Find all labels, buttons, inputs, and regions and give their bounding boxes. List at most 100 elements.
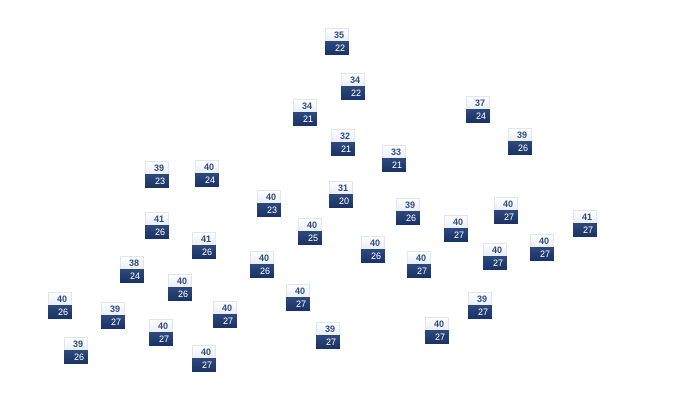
station-marker[interactable]: 34 21 — [293, 99, 317, 126]
station-marker[interactable]: 39 27 — [468, 292, 492, 319]
station-marker[interactable]: 40 25 — [298, 218, 322, 245]
station-marker[interactable]: 40 27 — [530, 234, 554, 261]
low-temperature: 21 — [293, 112, 317, 126]
high-temperature: 40 — [298, 218, 322, 231]
low-temperature: 27 — [149, 332, 173, 346]
high-temperature: 40 — [361, 236, 385, 249]
high-temperature: 31 — [329, 181, 353, 194]
station-marker[interactable]: 40 27 — [494, 197, 518, 224]
station-marker[interactable]: 40 26 — [168, 274, 192, 301]
high-temperature: 41 — [573, 210, 597, 223]
station-marker[interactable]: 40 27 — [425, 317, 449, 344]
low-temperature: 27 — [316, 335, 340, 349]
high-temperature: 34 — [293, 99, 317, 112]
high-temperature: 40 — [483, 243, 507, 256]
low-temperature: 26 — [64, 350, 88, 364]
low-temperature: 26 — [48, 305, 72, 319]
low-temperature: 27 — [444, 228, 468, 242]
low-temperature: 27 — [468, 305, 492, 319]
station-marker[interactable]: 39 27 — [316, 322, 340, 349]
low-temperature: 27 — [573, 223, 597, 237]
station-marker[interactable]: 31 20 — [329, 181, 353, 208]
low-temperature: 26 — [361, 249, 385, 263]
station-marker[interactable]: 32 21 — [331, 129, 355, 156]
station-marker[interactable]: 41 27 — [573, 210, 597, 237]
high-temperature: 39 — [396, 198, 420, 211]
high-temperature: 39 — [468, 292, 492, 305]
high-temperature: 38 — [120, 256, 144, 269]
high-temperature: 40 — [425, 317, 449, 330]
station-marker[interactable]: 40 27 — [213, 301, 237, 328]
high-temperature: 40 — [48, 292, 72, 305]
station-marker[interactable]: 40 24 — [195, 160, 219, 187]
low-temperature: 23 — [145, 174, 169, 188]
station-marker[interactable]: 40 27 — [192, 345, 216, 372]
station-marker[interactable]: 40 27 — [444, 215, 468, 242]
station-marker[interactable]: 33 21 — [382, 145, 406, 172]
low-temperature: 21 — [331, 142, 355, 156]
station-marker[interactable]: 40 26 — [48, 292, 72, 319]
low-temperature: 27 — [213, 314, 237, 328]
high-temperature: 40 — [286, 284, 310, 297]
station-marker[interactable]: 39 26 — [64, 337, 88, 364]
station-marker[interactable]: 39 27 — [101, 302, 125, 329]
low-temperature: 24 — [466, 109, 490, 123]
station-marker[interactable]: 40 27 — [483, 243, 507, 270]
low-temperature: 21 — [382, 158, 406, 172]
station-marker[interactable]: 40 27 — [149, 319, 173, 346]
high-temperature: 39 — [101, 302, 125, 315]
high-temperature: 39 — [145, 161, 169, 174]
station-marker[interactable]: 37 24 — [466, 96, 490, 123]
low-temperature: 27 — [407, 264, 431, 278]
station-marker[interactable]: 40 26 — [361, 236, 385, 263]
low-temperature: 27 — [483, 256, 507, 270]
high-temperature: 40 — [444, 215, 468, 228]
high-temperature: 40 — [530, 234, 554, 247]
high-temperature: 39 — [508, 128, 532, 141]
station-marker[interactable]: 40 26 — [250, 251, 274, 278]
low-temperature: 27 — [101, 315, 125, 329]
low-temperature: 23 — [257, 203, 281, 217]
high-temperature: 33 — [382, 145, 406, 158]
station-marker[interactable]: 39 26 — [508, 128, 532, 155]
high-temperature: 40 — [192, 345, 216, 358]
high-temperature: 40 — [213, 301, 237, 314]
low-temperature: 26 — [508, 141, 532, 155]
low-temperature: 25 — [298, 231, 322, 245]
low-temperature: 26 — [192, 245, 216, 259]
high-temperature: 40 — [250, 251, 274, 264]
low-temperature: 27 — [425, 330, 449, 344]
high-temperature: 34 — [341, 73, 365, 86]
low-temperature: 26 — [250, 264, 274, 278]
station-marker[interactable]: 35 22 — [325, 28, 349, 55]
low-temperature: 22 — [325, 41, 349, 55]
station-marker[interactable]: 38 24 — [120, 256, 144, 283]
low-temperature: 27 — [494, 210, 518, 224]
high-temperature: 40 — [149, 319, 173, 332]
station-marker[interactable]: 40 27 — [407, 251, 431, 278]
low-temperature: 24 — [120, 269, 144, 283]
low-temperature: 27 — [192, 358, 216, 372]
high-temperature: 32 — [331, 129, 355, 142]
station-marker[interactable]: 41 26 — [145, 212, 169, 239]
low-temperature: 26 — [168, 287, 192, 301]
high-temperature: 40 — [168, 274, 192, 287]
station-marker[interactable]: 41 26 — [192, 232, 216, 259]
high-temperature: 39 — [316, 322, 340, 335]
low-temperature: 20 — [329, 194, 353, 208]
high-temperature: 40 — [195, 160, 219, 173]
high-temperature: 40 — [407, 251, 431, 264]
station-marker[interactable]: 39 26 — [396, 198, 420, 225]
high-temperature: 35 — [325, 28, 349, 41]
low-temperature: 24 — [195, 173, 219, 187]
high-temperature: 40 — [257, 190, 281, 203]
low-temperature: 22 — [341, 86, 365, 100]
high-temperature: 40 — [494, 197, 518, 210]
low-temperature: 26 — [145, 225, 169, 239]
station-marker[interactable]: 34 22 — [341, 73, 365, 100]
low-temperature: 27 — [286, 297, 310, 311]
station-marker[interactable]: 40 23 — [257, 190, 281, 217]
station-marker[interactable]: 40 27 — [286, 284, 310, 311]
low-temperature: 27 — [530, 247, 554, 261]
station-marker[interactable]: 39 23 — [145, 161, 169, 188]
